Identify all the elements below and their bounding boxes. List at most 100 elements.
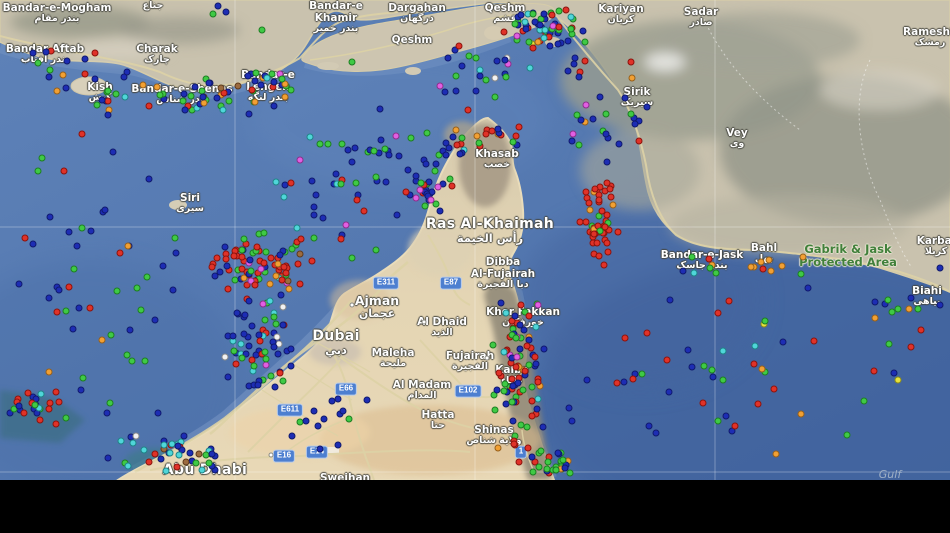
ship-dot-navy[interactable]	[709, 373, 717, 381]
ship-dot-red[interactable]	[531, 353, 539, 361]
ship-dot-cyan[interactable]	[121, 93, 129, 101]
ship-dot-orange[interactable]	[586, 206, 594, 214]
ship-dot-green[interactable]	[472, 54, 480, 62]
ship-dot-cyan[interactable]	[37, 390, 45, 397]
ship-dot-red[interactable]	[455, 42, 463, 50]
ship-dot-red[interactable]	[20, 409, 28, 417]
ship-dot-navy[interactable]	[145, 175, 153, 183]
ship-dot-navy[interactable]	[216, 268, 224, 276]
ship-dot-navy[interactable]	[688, 363, 696, 371]
ship-dot-green[interactable]	[278, 75, 286, 83]
ship-dot-navy[interactable]	[804, 284, 812, 292]
ship-dot-red[interactable]	[52, 388, 60, 396]
ship-dot-green[interactable]	[370, 147, 378, 155]
ship-dot-magenta[interactable]	[412, 194, 420, 202]
ship-dot-navy[interactable]	[382, 178, 390, 185]
ship-dot-green[interactable]	[270, 313, 278, 321]
ship-dot-navy[interactable]	[554, 40, 562, 48]
ship-dot-green[interactable]	[519, 386, 527, 394]
ship-dot-green[interactable]	[860, 397, 868, 405]
ship-dot-white[interactable]	[273, 333, 281, 341]
ship-dot-navy[interactable]	[277, 291, 285, 299]
ship-dot-navy[interactable]	[251, 77, 259, 85]
ship-dot-green[interactable]	[348, 58, 356, 66]
ship-dot-navy[interactable]	[679, 267, 687, 275]
ship-dot-green[interactable]	[535, 463, 543, 471]
ship-dot-green[interactable]	[537, 447, 545, 455]
ship-dot-red[interactable]	[810, 337, 818, 345]
ship-dot-red[interactable]	[24, 389, 32, 397]
ship-dot-navy[interactable]	[55, 286, 62, 294]
ship-dot-navy[interactable]	[501, 56, 509, 64]
ship-dot-navy[interactable]	[451, 46, 459, 54]
ship-dot-navy[interactable]	[936, 301, 943, 309]
ship-dot-magenta[interactable]	[582, 101, 589, 109]
ship-dot-cyan[interactable]	[532, 323, 540, 331]
ship-dot-navy[interactable]	[436, 207, 444, 215]
ship-dot-green[interactable]	[706, 264, 714, 272]
ship-dot-green[interactable]	[475, 139, 483, 147]
ship-dot-cyan[interactable]	[117, 437, 125, 445]
ship-dot-navy[interactable]	[533, 405, 541, 413]
ship-dot-green[interactable]	[885, 340, 893, 348]
ship-dot-red[interactable]	[600, 261, 608, 269]
ship-dot-green[interactable]	[230, 347, 238, 355]
ship-dot-orange[interactable]	[139, 81, 147, 89]
ship-dot-navy[interactable]	[224, 373, 232, 381]
ship-dot-green[interactable]	[205, 459, 213, 466]
ship-dot-green[interactable]	[272, 320, 279, 328]
ship-dot-cyan[interactable]	[719, 347, 727, 354]
ship-dot-green[interactable]	[700, 362, 708, 369]
ship-dot-red[interactable]	[145, 458, 153, 466]
ship-dot-navy[interactable]	[631, 120, 639, 128]
ship-dot-navy[interactable]	[181, 106, 189, 114]
ship-dot-green[interactable]	[261, 348, 269, 356]
ship-dot-green[interactable]	[432, 200, 440, 207]
ship-dot-navy[interactable]	[520, 326, 528, 334]
ship-dot-navy[interactable]	[109, 148, 117, 155]
ship-dot-navy[interactable]	[254, 381, 262, 389]
ship-dot-red[interactable]	[78, 130, 86, 138]
ship-dot-red[interactable]	[46, 399, 54, 407]
ship-dot-red[interactable]	[515, 123, 523, 131]
ship-dot-navy[interactable]	[363, 396, 371, 404]
ship-dot-red[interactable]	[510, 440, 518, 448]
ship-dot-navy[interactable]	[174, 442, 182, 450]
ship-dot-navy[interactable]	[240, 330, 248, 338]
ship-dot-navy[interactable]	[45, 294, 53, 302]
ship-dot-green[interactable]	[423, 129, 431, 137]
ship-dot-green[interactable]	[352, 179, 360, 186]
ship-dot-navy[interactable]	[645, 422, 653, 430]
ship-dot-green[interactable]	[421, 202, 429, 210]
ship-dot-cyan[interactable]	[124, 462, 132, 470]
ship-dot-navy[interactable]	[241, 311, 249, 319]
ship-dot-green[interactable]	[107, 331, 115, 338]
ship-dot-magenta[interactable]	[434, 183, 442, 190]
ship-dot-navy[interactable]	[395, 152, 403, 159]
ship-dot-navy[interactable]	[29, 240, 37, 248]
ship-dot-navy[interactable]	[449, 133, 457, 141]
ship-dot-green[interactable]	[894, 305, 902, 313]
ship-dot-navy[interactable]	[334, 441, 342, 449]
ship-dot-navy[interactable]	[46, 213, 54, 221]
ship-dot-navy[interactable]	[568, 417, 576, 425]
ship-dot-magenta[interactable]	[262, 361, 270, 369]
ship-dot-cyan[interactable]	[521, 18, 529, 26]
ship-dot-orange[interactable]	[98, 336, 106, 344]
ship-dot-orange[interactable]	[799, 253, 807, 261]
ship-dot-red[interactable]	[524, 444, 532, 452]
ship-dot-navy[interactable]	[561, 464, 569, 472]
ship-dot-green[interactable]	[431, 167, 439, 175]
ship-dot-green[interactable]	[523, 423, 531, 431]
ship-dot-navy[interactable]	[554, 449, 562, 457]
ship-dot-brown[interactable]	[182, 458, 190, 466]
ship-dot-red[interactable]	[248, 86, 256, 94]
ship-dot-green[interactable]	[491, 93, 499, 101]
ship-dot-green[interactable]	[797, 270, 805, 278]
ship-dot-green[interactable]	[238, 246, 246, 254]
ship-dot-red[interactable]	[528, 412, 536, 420]
ship-dot-navy[interactable]	[442, 151, 450, 159]
ship-dot-green[interactable]	[465, 52, 473, 60]
ship-dot-navy[interactable]	[211, 272, 219, 280]
ship-dot-orange[interactable]	[473, 132, 481, 140]
